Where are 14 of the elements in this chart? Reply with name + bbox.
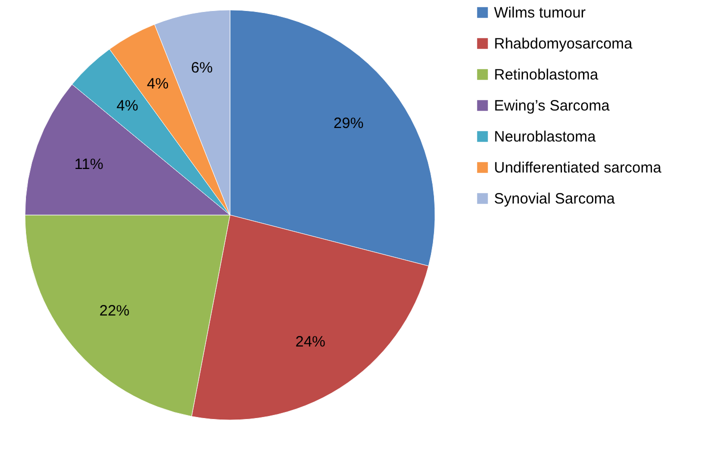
data-label: 22% — [99, 302, 130, 320]
data-label: 4% — [116, 98, 138, 115]
data-label: 29% — [334, 115, 364, 132]
legend-label: Wilms tumour — [494, 4, 586, 22]
legend-label: Synovial Sarcoma — [494, 190, 616, 208]
data-label: 11% — [74, 156, 104, 174]
legend-label: Ewing’s Sarcoma — [494, 98, 610, 114]
legend-label: Neuroblastoma — [494, 128, 596, 146]
data-label: 24% — [295, 334, 326, 351]
data-label: 6% — [191, 60, 213, 77]
legend-label: Retinoblastoma — [494, 66, 599, 84]
data-label: 4% — [146, 76, 169, 93]
legend-label: Undifferentiated sarcoma — [494, 160, 662, 176]
legend-label: Rhabdomyosarcoma — [494, 36, 634, 52]
